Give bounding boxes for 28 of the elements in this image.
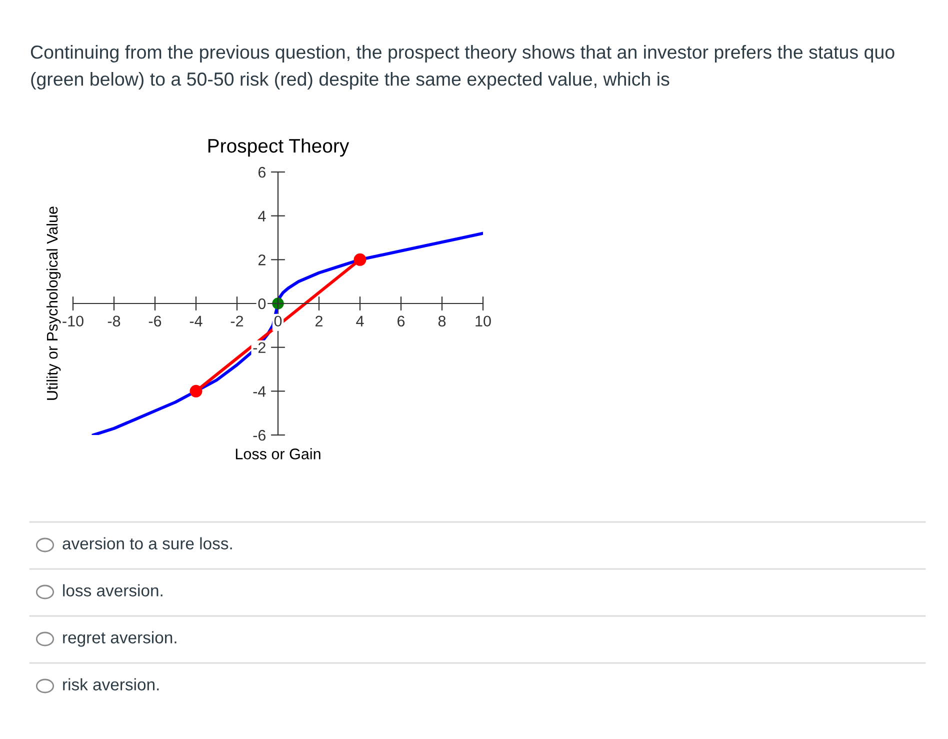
x-tick-label: -8 <box>108 316 120 327</box>
x-tick-label: 10 <box>476 316 491 327</box>
text: Continuing from the previous question, the prospect theory shows that an investor prefers the status quo (green below) to a 50-50 risk (red) despite the same expected value, which is <box>30 45 894 90</box>
chart-title: Prospect Theory <box>208 138 350 157</box>
y-tick-label: 2 <box>258 254 266 266</box>
x-tick-label: -2 <box>230 316 244 326</box>
y-tick-label: 4 <box>258 210 266 222</box>
text: risk aversion. <box>63 678 159 690</box>
x-tick-label: 6 <box>398 316 405 327</box>
text: aversion to a sure loss. <box>62 537 232 550</box>
x-tick-label: -10 <box>62 316 84 327</box>
y-tick-label: -6 <box>253 430 266 441</box>
x-tick-label: 0 <box>274 316 282 327</box>
y-tick-label: -4 <box>253 386 266 397</box>
x-tick-label: 2 <box>316 316 322 326</box>
y-tick-label: 6 <box>258 166 266 178</box>
point <box>354 253 366 266</box>
y-tick-label: 0 <box>258 298 266 310</box>
x-axis-title: Loss or Gain <box>236 448 320 460</box>
x-tick-label: 4 <box>356 316 364 326</box>
y-tick-label: -2 <box>253 342 266 353</box>
x-tick-label: -4 <box>190 316 202 326</box>
y-axis-title: Utility or Psychological Value <box>46 206 61 400</box>
point <box>190 384 202 398</box>
x-tick-label: -6 <box>148 316 162 327</box>
text: regret aversion. <box>63 631 176 647</box>
x-tick-label: 8 <box>438 316 446 327</box>
text: loss aversion. <box>63 584 162 596</box>
